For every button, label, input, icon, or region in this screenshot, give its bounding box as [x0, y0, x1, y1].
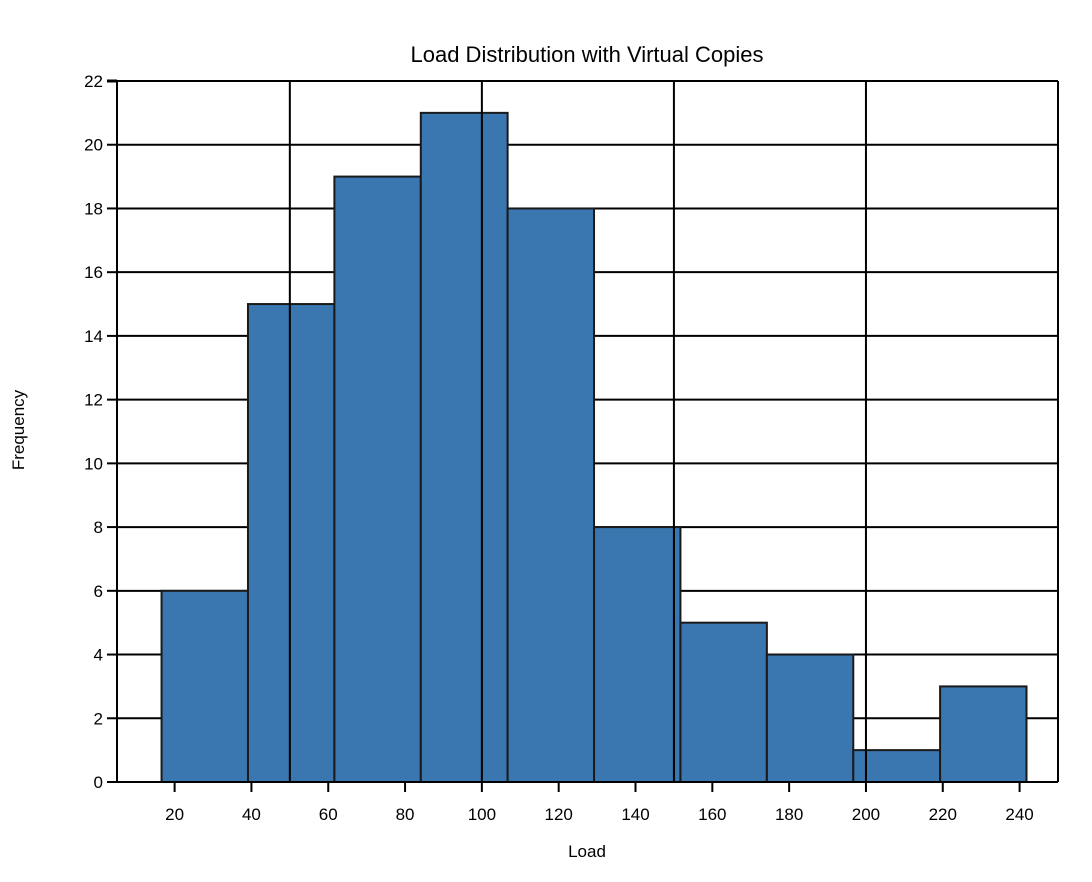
- x-tick-label: 60: [319, 805, 338, 824]
- x-tick-label: 160: [698, 805, 726, 824]
- histogram-bar: [939, 685, 1028, 784]
- histogram-bar: [679, 621, 768, 783]
- y-tick-label: 6: [94, 582, 103, 601]
- chart-title: Load Distribution with Virtual Copies: [411, 42, 764, 67]
- histogram-bar: [246, 303, 336, 783]
- y-tick-label: 22: [84, 72, 103, 91]
- y-tick-label: 16: [84, 263, 103, 282]
- y-tick-label: 20: [84, 136, 103, 155]
- y-tick-label: 8: [94, 518, 103, 537]
- x-tick-label: 180: [775, 805, 803, 824]
- x-tick-label: 200: [852, 805, 880, 824]
- y-tick-label: 2: [94, 709, 103, 728]
- y-tick-label: 12: [84, 391, 103, 410]
- y-tick-label: 0: [94, 773, 103, 792]
- histogram-bar: [852, 749, 942, 783]
- x-tick-label: 20: [165, 805, 184, 824]
- histogram-bar: [506, 207, 596, 784]
- y-axis-label: Frequency: [9, 389, 28, 470]
- histogram-bar: [765, 653, 855, 784]
- histogram-bar: [160, 589, 249, 783]
- x-tick-label: 220: [929, 805, 957, 824]
- y-tick-label: 18: [84, 199, 103, 218]
- x-tick-label: 240: [1005, 805, 1033, 824]
- x-axis-label: Load: [568, 842, 606, 861]
- histogram-bar: [419, 111, 509, 783]
- x-tick-label: 100: [468, 805, 496, 824]
- histogram-bar: [593, 526, 682, 783]
- x-tick-label: 140: [621, 805, 649, 824]
- x-tick-label: 80: [396, 805, 415, 824]
- y-tick-label: 4: [94, 646, 103, 665]
- x-tick-label: 40: [242, 805, 261, 824]
- histogram-bar: [333, 175, 422, 784]
- bars: [160, 111, 1028, 784]
- y-tick-label: 14: [84, 327, 103, 346]
- y-tick-label: 10: [84, 454, 103, 473]
- axes: 0 2 4 6 8 10 12 14 16 18 20 22 20 40 60 80 100 120 140 160 1…: [84, 72, 1059, 824]
- x-tick-label: 120: [545, 805, 573, 824]
